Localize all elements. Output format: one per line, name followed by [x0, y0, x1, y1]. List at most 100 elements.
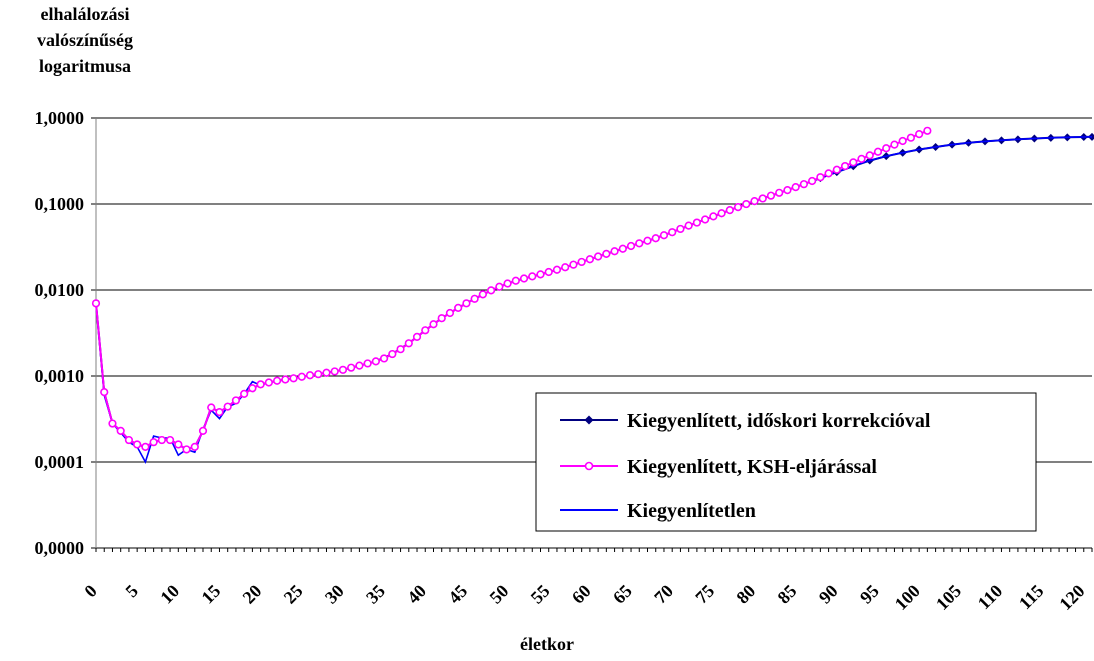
- data-point: [445, 308, 455, 318]
- data-point: [322, 368, 331, 377]
- x-ticks: 0 5 10 15 20 25 30 35 40 45 50 55 60 65 70 75 80 85 90 95 10…: [80, 548, 1093, 614]
- data-point: [840, 161, 850, 171]
- data-point: [725, 206, 734, 215]
- data-point: [775, 188, 784, 197]
- x-tick-label: 80: [732, 581, 759, 608]
- data-point: [676, 224, 685, 234]
- x-tick-label: 45: [444, 581, 471, 608]
- data-point: [388, 349, 397, 359]
- x-tick-label: 60: [568, 581, 595, 608]
- data-point: [536, 270, 545, 279]
- data-point: [659, 231, 669, 240]
- data-point: [503, 279, 512, 288]
- data-point: [824, 169, 833, 178]
- data-point: [91, 299, 101, 308]
- x-tick-label: 65: [609, 581, 636, 608]
- data-point: [149, 438, 158, 447]
- data-point: [363, 359, 372, 368]
- data-point: [668, 228, 677, 237]
- data-point: [692, 218, 701, 227]
- data-point: [404, 339, 413, 348]
- data-point: [791, 183, 800, 192]
- data-point: [174, 440, 183, 449]
- data-point: [272, 376, 282, 385]
- data-point: [347, 363, 356, 372]
- data-point: [890, 140, 899, 149]
- data-point: [412, 332, 422, 341]
- x-tick-label: 100: [891, 581, 924, 614]
- data-point: [470, 294, 479, 303]
- data-point: [182, 445, 191, 454]
- data-point: [528, 272, 537, 281]
- data-point: [742, 199, 751, 209]
- data-point: [264, 378, 273, 387]
- data-point: [684, 221, 693, 230]
- data-point: [281, 375, 290, 384]
- series-layer: [91, 126, 1094, 465]
- x-tick-label: 55: [527, 581, 554, 608]
- data-point: [116, 426, 125, 435]
- data-point: [758, 194, 767, 203]
- data-point: [585, 255, 594, 264]
- x-tick-label: 5: [121, 581, 142, 602]
- data-point: [561, 263, 570, 272]
- data-point: [783, 186, 792, 195]
- data-point: [437, 314, 446, 323]
- y-tick-labels: 1,0000 0,1000 0,0100 0,0010 0,0001 0,0000: [35, 108, 85, 558]
- data-point: [141, 442, 150, 451]
- data-point: [157, 435, 166, 445]
- data-point: [816, 173, 825, 182]
- x-tick-label: 95: [856, 581, 883, 608]
- data-point: [207, 403, 216, 412]
- data-point: [240, 389, 249, 398]
- data-point: [618, 244, 627, 253]
- data-point: [750, 197, 759, 206]
- data-point: [865, 151, 874, 160]
- x-tick-label: 40: [403, 581, 430, 608]
- x-tick-label: 70: [650, 581, 677, 608]
- data-point: [873, 147, 883, 156]
- data-point: [519, 274, 529, 283]
- data-point: [882, 144, 891, 153]
- data-point: [511, 276, 520, 285]
- data-point: [906, 133, 916, 142]
- data-point: [594, 252, 603, 261]
- data-point: [289, 374, 298, 383]
- data-point: [462, 299, 471, 308]
- data-point: [717, 209, 726, 218]
- x-tick-label: 25: [280, 581, 307, 608]
- x-tick-label: 85: [774, 581, 801, 608]
- data-point: [766, 191, 776, 200]
- data-point: [626, 241, 636, 251]
- data-point: [429, 320, 438, 329]
- data-point: [610, 247, 619, 256]
- data-point: [215, 408, 224, 417]
- data-point: [808, 176, 817, 186]
- data-point: [495, 282, 504, 291]
- data-point: [733, 203, 743, 212]
- x-tick-label: 90: [815, 581, 842, 608]
- data-point: [577, 257, 586, 267]
- legend: Kiegyenlített, időskori korrekcióval Kieg…: [535, 392, 1037, 532]
- y-tick-label: 1,0000: [35, 108, 85, 128]
- y-tick-label: 0,0010: [35, 366, 85, 386]
- x-axis-label: életkor: [520, 634, 574, 654]
- data-point: [923, 126, 932, 135]
- data-point: [165, 435, 175, 445]
- data-point: [915, 129, 924, 139]
- data-point: [635, 239, 644, 248]
- x-tick-label: 75: [691, 581, 718, 608]
- data-point: [643, 236, 652, 245]
- y-tick-label: 0,0000: [35, 538, 85, 558]
- data-point: [552, 265, 562, 274]
- y-tick-label: 0,0001: [35, 452, 85, 472]
- legend-marker: [584, 415, 594, 425]
- data-point: [379, 354, 389, 363]
- data-point: [248, 384, 257, 393]
- data-point: [569, 260, 578, 269]
- data-point: [709, 212, 718, 221]
- legend-label: Kiegyenlítetlen: [627, 500, 756, 522]
- data-point: [338, 365, 348, 374]
- x-tick-label: 15: [197, 581, 224, 608]
